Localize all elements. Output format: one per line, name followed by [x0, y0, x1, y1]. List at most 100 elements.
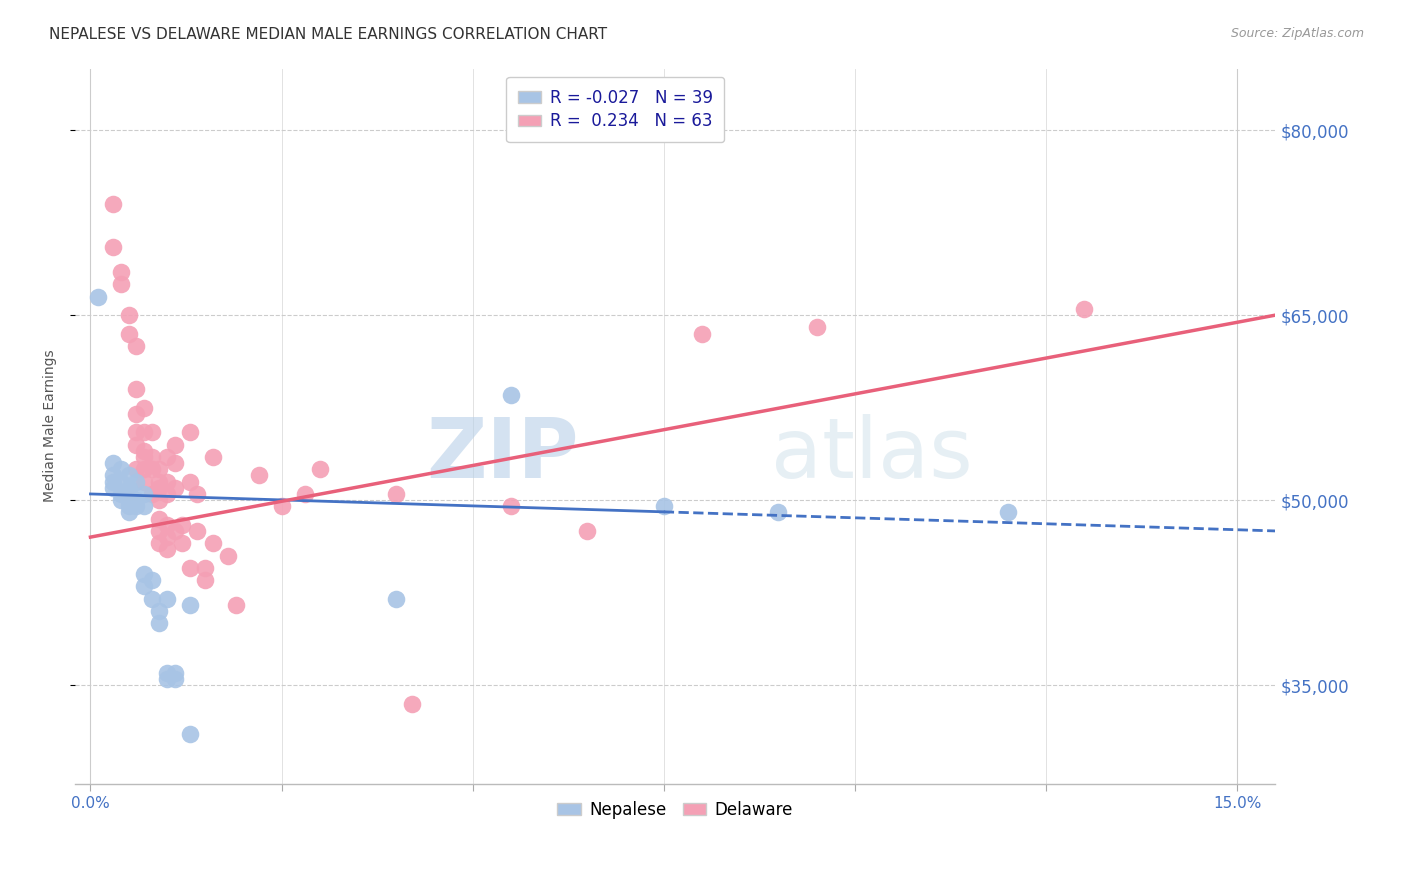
- Point: [163, 524, 186, 538]
- Point: [103, 468, 125, 483]
- Point: [125, 493, 148, 508]
- Point: [186, 487, 208, 501]
- Point: [148, 475, 170, 489]
- Point: [201, 450, 224, 464]
- Point: [141, 591, 163, 606]
- Point: [172, 517, 194, 532]
- Point: [156, 665, 179, 680]
- Point: [768, 505, 790, 519]
- Y-axis label: Median Male Earnings: Median Male Earnings: [44, 350, 58, 502]
- Point: [163, 665, 186, 680]
- Point: [179, 727, 201, 741]
- Point: [156, 530, 179, 544]
- Point: [118, 326, 141, 341]
- Point: [125, 425, 148, 440]
- Point: [118, 468, 141, 483]
- Point: [308, 462, 330, 476]
- Point: [499, 388, 522, 402]
- Point: [132, 567, 155, 582]
- Point: [118, 493, 141, 508]
- Point: [110, 462, 132, 476]
- Point: [172, 536, 194, 550]
- Point: [156, 487, 179, 501]
- Point: [179, 475, 201, 489]
- Point: [125, 382, 148, 396]
- Point: [148, 524, 170, 538]
- Point: [110, 265, 132, 279]
- Point: [132, 450, 155, 464]
- Point: [997, 505, 1019, 519]
- Point: [294, 487, 316, 501]
- Point: [132, 487, 155, 501]
- Point: [156, 542, 179, 557]
- Point: [118, 308, 141, 322]
- Point: [141, 462, 163, 476]
- Point: [179, 425, 201, 440]
- Point: [1073, 301, 1095, 316]
- Point: [87, 290, 110, 304]
- Point: [132, 462, 155, 476]
- Point: [385, 591, 408, 606]
- Point: [110, 475, 132, 489]
- Point: [132, 500, 155, 514]
- Point: [148, 616, 170, 631]
- Point: [148, 604, 170, 618]
- Point: [156, 591, 179, 606]
- Point: [217, 549, 239, 563]
- Point: [163, 437, 186, 451]
- Point: [163, 672, 186, 686]
- Point: [156, 517, 179, 532]
- Point: [118, 505, 141, 519]
- Point: [690, 326, 713, 341]
- Point: [163, 481, 186, 495]
- Point: [576, 524, 599, 538]
- Point: [401, 697, 423, 711]
- Point: [125, 339, 148, 353]
- Point: [132, 425, 155, 440]
- Point: [141, 487, 163, 501]
- Point: [118, 481, 141, 495]
- Point: [148, 536, 170, 550]
- Point: [110, 493, 132, 508]
- Point: [194, 561, 217, 575]
- Point: [141, 574, 163, 588]
- Point: [148, 462, 170, 476]
- Point: [156, 672, 179, 686]
- Point: [110, 277, 132, 292]
- Point: [652, 500, 675, 514]
- Point: [201, 536, 224, 550]
- Point: [247, 468, 270, 483]
- Point: [125, 462, 148, 476]
- Legend: Nepalese, Delaware: Nepalese, Delaware: [551, 794, 800, 825]
- Point: [132, 443, 155, 458]
- Point: [179, 598, 201, 612]
- Point: [110, 487, 132, 501]
- Point: [103, 197, 125, 211]
- Point: [103, 475, 125, 489]
- Point: [141, 425, 163, 440]
- Point: [118, 487, 141, 501]
- Point: [194, 574, 217, 588]
- Point: [141, 450, 163, 464]
- Point: [125, 500, 148, 514]
- Point: [148, 481, 170, 495]
- Point: [156, 475, 179, 489]
- Text: NEPALESE VS DELAWARE MEDIAN MALE EARNINGS CORRELATION CHART: NEPALESE VS DELAWARE MEDIAN MALE EARNING…: [49, 27, 607, 42]
- Point: [806, 320, 828, 334]
- Point: [186, 524, 208, 538]
- Point: [125, 407, 148, 421]
- Point: [132, 579, 155, 593]
- Point: [163, 456, 186, 470]
- Point: [270, 500, 292, 514]
- Point: [132, 401, 155, 415]
- Point: [499, 500, 522, 514]
- Text: atlas: atlas: [772, 414, 973, 495]
- Point: [148, 511, 170, 525]
- Point: [156, 450, 179, 464]
- Point: [385, 487, 408, 501]
- Point: [148, 493, 170, 508]
- Text: ZIP: ZIP: [427, 414, 579, 495]
- Text: Source: ZipAtlas.com: Source: ZipAtlas.com: [1230, 27, 1364, 40]
- Point: [132, 475, 155, 489]
- Point: [103, 240, 125, 254]
